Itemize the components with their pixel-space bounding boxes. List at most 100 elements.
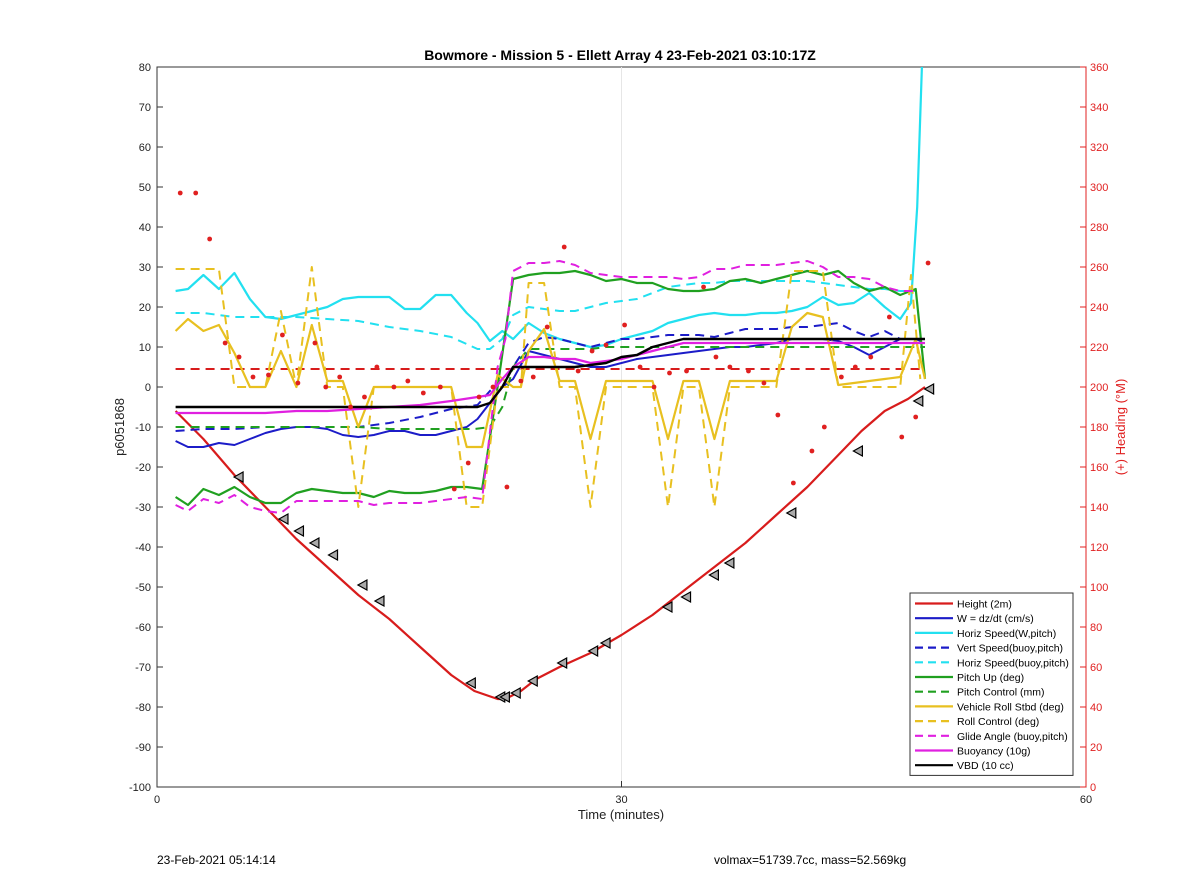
y-right-tick-label: 300 — [1090, 182, 1108, 194]
y-tick-label: 30 — [139, 262, 151, 274]
y-right-tick-label: 340 — [1090, 102, 1108, 114]
heading-point — [925, 260, 931, 266]
y-tick-label: 10 — [139, 342, 151, 354]
heading-point — [451, 486, 457, 492]
heading-point — [821, 424, 827, 430]
heading-point — [236, 354, 242, 360]
y-tick-label: 60 — [139, 142, 151, 154]
y-axis-right-label: (+) Heading (°M) — [1113, 379, 1128, 476]
heading-point — [362, 394, 367, 400]
triangle-marker — [509, 686, 521, 700]
heading-point — [280, 332, 285, 338]
triangle-marker — [556, 656, 568, 670]
series-line-8 — [175, 266, 922, 508]
heading-point — [603, 342, 609, 348]
y-tick-label: 80 — [139, 62, 151, 74]
y-tick-label: 40 — [139, 222, 151, 234]
y-right-tick-label: 280 — [1090, 222, 1108, 234]
heading-point — [899, 434, 905, 440]
heading-point — [838, 374, 844, 380]
triangle-marker — [785, 506, 797, 520]
legend-label: W = dz/dt (cm/s) — [957, 613, 1034, 625]
heading-point — [913, 414, 919, 420]
heading-point — [266, 372, 271, 378]
heading-point — [323, 384, 329, 390]
y-tick-label: -60 — [135, 622, 151, 634]
y-right-tick-label: 200 — [1090, 382, 1108, 394]
triangle-marker — [277, 512, 289, 526]
heading-point — [437, 384, 443, 390]
footer-volmax-mass: volmax=51739.7cc, mass=52.569kg — [714, 853, 907, 867]
y-right-tick-label: 180 — [1090, 422, 1108, 434]
triangle-marker — [723, 556, 735, 570]
heading-point — [490, 384, 496, 390]
y-axis-label: p6051868 — [112, 398, 127, 456]
chart-title: Bowmore - Mission 5 - Ellett Array 4 23-… — [424, 47, 816, 63]
heading-point — [575, 368, 581, 374]
y-tick-label: -40 — [135, 542, 151, 554]
heading-point — [746, 368, 751, 374]
legend-label: Pitch Up (deg) — [957, 672, 1024, 684]
heading-point — [504, 484, 510, 490]
y-tick-label: -80 — [135, 702, 151, 714]
heading-point — [589, 348, 595, 354]
heading-point — [852, 364, 858, 370]
heading-point — [476, 394, 482, 400]
series-line-9 — [175, 260, 916, 514]
y-right-tick-label: 20 — [1090, 742, 1102, 754]
y-right-tick-label: 360 — [1090, 62, 1108, 74]
heading-point — [667, 370, 672, 376]
y-right-tick-label: 100 — [1090, 582, 1108, 594]
series-line-7 — [174, 311, 927, 449]
y-right-tick-label: 40 — [1090, 702, 1102, 714]
y-right-tick-label: 120 — [1090, 542, 1108, 554]
triangle-marker — [599, 636, 611, 650]
heading-point — [775, 412, 781, 418]
triangle-marker — [308, 536, 320, 550]
heading-point — [561, 244, 567, 250]
y-tick-label: -20 — [135, 462, 151, 474]
y-tick-label: 20 — [139, 302, 151, 314]
heading-point — [207, 236, 213, 242]
triangle-marker — [293, 524, 305, 538]
y-right-tick-label: 80 — [1090, 622, 1102, 634]
y-tick-label: -90 — [135, 742, 151, 754]
heading-point — [518, 378, 524, 384]
triangle-marker — [587, 644, 599, 658]
triangle-marker — [465, 676, 476, 690]
y-right-tick-label: 220 — [1090, 342, 1108, 354]
legend-label: Height (2m) — [957, 599, 1012, 611]
heading-point — [684, 368, 689, 374]
y-tick-label: -10 — [135, 422, 151, 434]
heading-point — [312, 340, 318, 346]
legend: Height (2m) W = dz/dt (cm/s) Horiz Speed(W… — [909, 592, 1074, 776]
heading-point — [790, 480, 796, 486]
triangle-marker — [680, 590, 692, 604]
series-line-2 — [175, 66, 923, 349]
triangle-marker — [661, 600, 673, 614]
legend-label: Vert Speed(buoy,pitch) — [957, 643, 1063, 655]
y-tick-label: 0 — [145, 382, 151, 394]
heading-point — [713, 354, 719, 360]
y-right-tick-label: 60 — [1090, 662, 1102, 674]
legend-label: Pitch Control (mm) — [957, 687, 1045, 699]
heading-point — [337, 374, 343, 380]
y-tick-label: -50 — [135, 582, 151, 594]
heading-point — [530, 374, 536, 380]
footer-date: 23-Feb-2021 05:14:14 — [157, 853, 276, 867]
heading-point — [701, 284, 706, 290]
heading-point — [348, 404, 353, 410]
heading-point — [761, 380, 767, 386]
triangle-markers — [232, 382, 935, 704]
heading-point — [405, 378, 411, 384]
legend-label: Vehicle Roll Stbd (deg) — [957, 701, 1064, 713]
heading-point — [374, 364, 380, 370]
heading-point — [295, 380, 301, 386]
series-line-11 — [175, 337, 925, 409]
y-right-tick-label: 160 — [1090, 462, 1108, 474]
y-tick-label: -100 — [129, 782, 151, 794]
heading-point — [727, 364, 733, 370]
legend-label: VBD (10 cc) — [957, 760, 1014, 772]
y-right-tick-label: 260 — [1090, 262, 1108, 274]
